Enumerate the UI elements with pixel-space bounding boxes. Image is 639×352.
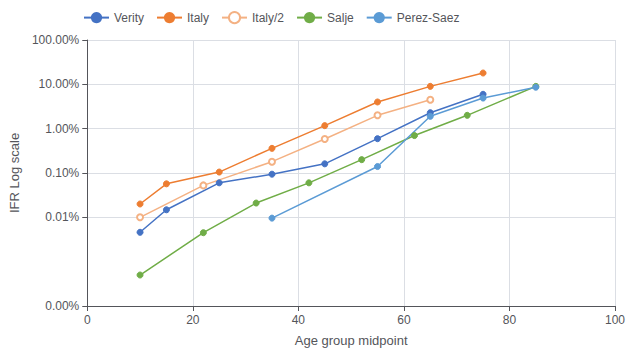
svg-text:0.01%: 0.01%: [45, 210, 79, 224]
svg-text:80: 80: [503, 313, 517, 327]
svg-text:100.00%: 100.00%: [32, 33, 80, 47]
svg-text:40: 40: [292, 313, 306, 327]
svg-text:0.10%: 0.10%: [45, 166, 79, 180]
svg-text:1.00%: 1.00%: [45, 122, 79, 136]
svg-text:10.00%: 10.00%: [39, 77, 80, 91]
svg-text:IFR Log scale: IFR Log scale: [7, 133, 22, 213]
svg-text:60: 60: [397, 313, 411, 327]
svg-text:Age group midpoint: Age group midpoint: [295, 333, 408, 348]
svg-text:Verity: Verity: [114, 11, 144, 25]
svg-text:100: 100: [605, 313, 625, 327]
svg-text:Salje: Salje: [327, 11, 354, 25]
svg-text:Italy: Italy: [187, 11, 209, 25]
svg-text:0.00%: 0.00%: [45, 299, 79, 313]
svg-text:Perez-Saez: Perez-Saez: [397, 11, 460, 25]
svg-text:20: 20: [186, 313, 200, 327]
svg-text:Italy/2: Italy/2: [252, 11, 284, 25]
svg-text:0: 0: [84, 313, 91, 327]
